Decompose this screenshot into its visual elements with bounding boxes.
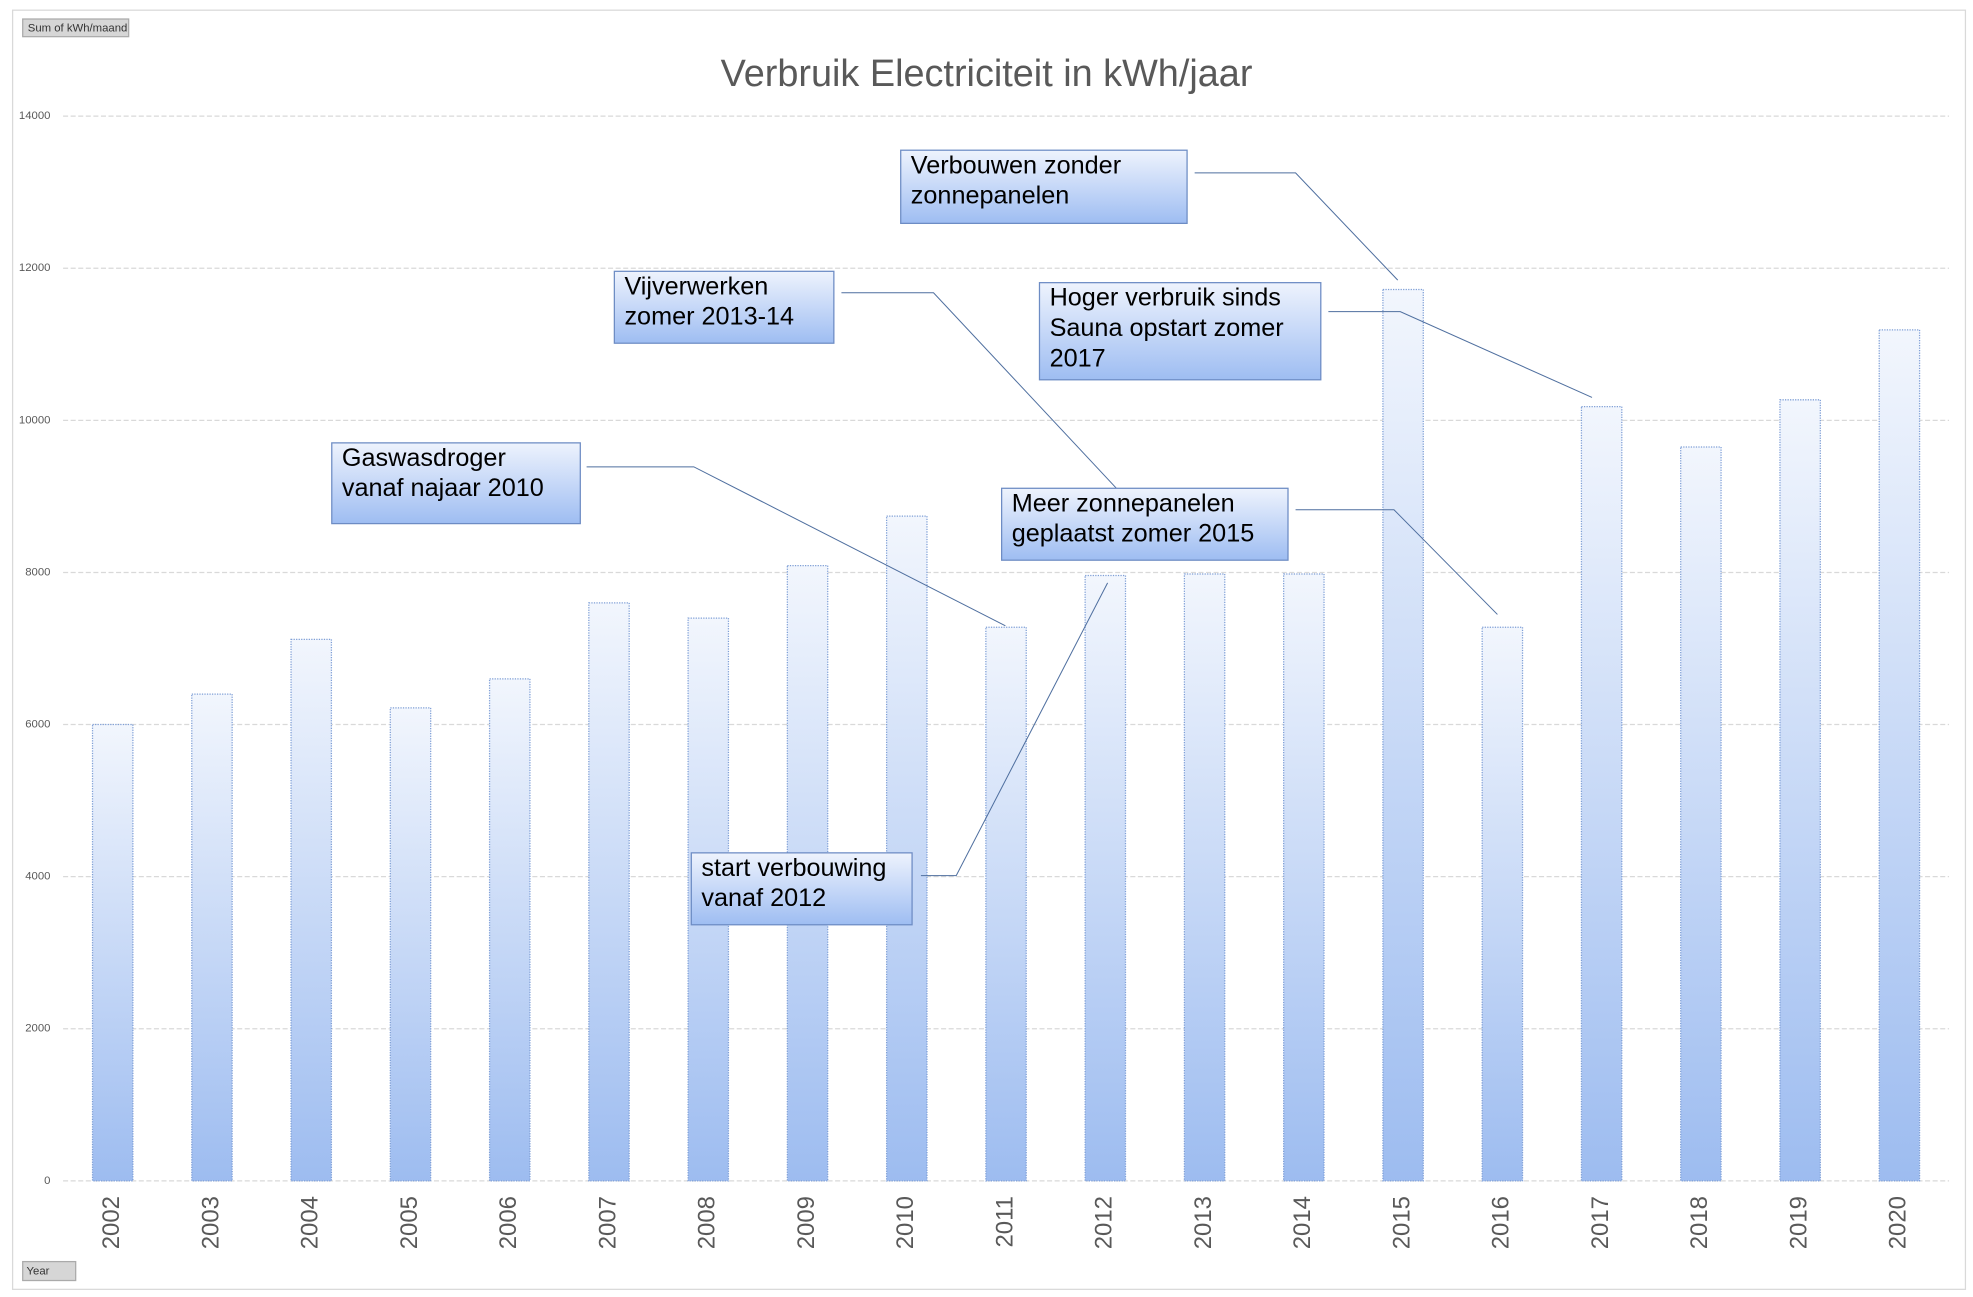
annotation-text: Vijverwerken [624,272,768,300]
bar [588,602,630,1182]
annotation-text: Verbouwen zonder [911,151,1121,179]
annotation-box [331,442,581,525]
x-tick-label: 2018 [1686,1196,1713,1249]
axis-field-button-label[interactable]: Year [26,1266,49,1278]
annotation-text: 2017 [1050,344,1106,372]
annotation-text: Hoger verbruik sinds [1050,284,1281,312]
bar [1382,288,1424,1182]
x-tick-label: 2019 [1785,1196,1812,1249]
bar [1779,399,1821,1182]
chart-title: Verbruik Electriciteit in kWh/jaar [721,53,1253,95]
x-tick-label: 2004 [297,1196,324,1249]
bar [1084,574,1127,1182]
bar [1878,329,1921,1182]
axis-field-button[interactable] [22,1260,77,1282]
x-tick-label: 2010 [892,1196,919,1249]
field-button-label[interactable]: Sum of kWh/maand [28,22,128,34]
annotation-text: Gaswasdroger [342,444,506,472]
y-tick-label: 14000 [19,110,51,122]
y-tick-label: 4000 [25,871,50,883]
annotation-text: zonnepanelen [911,182,1069,210]
x-tick-label: 2005 [396,1196,423,1249]
bar [1481,626,1524,1182]
annotation-box [690,852,913,926]
x-tick-label: 2016 [1488,1196,1515,1249]
x-tick-label: 2002 [98,1196,125,1249]
bar [1680,446,1722,1182]
x-tick-label: 2017 [1587,1196,1614,1249]
annotation-box [900,149,1188,225]
x-tick-label: 2011 [991,1196,1018,1248]
y-tick-label: 2000 [25,1023,50,1035]
x-tick-label: 2012 [1091,1196,1118,1249]
x-tick-label: 2009 [793,1196,820,1249]
bar [1183,573,1226,1182]
bar [885,515,928,1182]
bar [290,638,333,1182]
bar [91,723,134,1182]
x-tick-label: 2014 [1289,1196,1316,1249]
x-tick-label: 2015 [1388,1196,1415,1249]
annotation-text: Meer zonnepanelen [1012,489,1235,517]
x-tick-label: 2013 [1190,1196,1217,1249]
y-tick-label: 10000 [19,414,51,426]
annotation-text: vanaf najaar 2010 [342,474,544,502]
y-tick-label: 0 [44,1175,50,1187]
annotation-connector [1328,311,1593,398]
y-tick-label: 8000 [25,566,50,578]
annotation-text: geplaatst zomer 2015 [1012,520,1255,548]
y-tick-label: 6000 [25,719,50,731]
annotation-text: Sauna opstart zomer [1050,314,1284,342]
bar [191,693,233,1182]
bar [389,707,432,1182]
bar [985,626,1027,1182]
annotation-box [1038,282,1322,381]
x-tick-label: 2007 [594,1196,621,1249]
annotation-text: vanaf 2012 [701,884,826,912]
annotation-box [613,270,835,344]
bar [1283,573,1325,1182]
x-tick-label: 2003 [197,1196,224,1249]
bar [488,678,531,1182]
annotation-text: start verbouwing [701,854,886,882]
x-tick-label: 2006 [495,1196,522,1249]
field-button[interactable] [22,18,130,38]
annotation-box [1001,487,1289,561]
annotation-connector [841,292,1117,489]
x-tick-label: 2020 [1885,1196,1912,1249]
annotation-text: zomer 2013-14 [624,303,794,331]
annotation-connector [586,466,1006,627]
bar [1580,406,1623,1182]
y-tick-label: 12000 [19,262,51,274]
annotation-connector [1295,509,1498,615]
annotation-connector [1194,172,1399,281]
x-tick-label: 2008 [694,1196,721,1249]
annotation-connector [920,582,1109,877]
